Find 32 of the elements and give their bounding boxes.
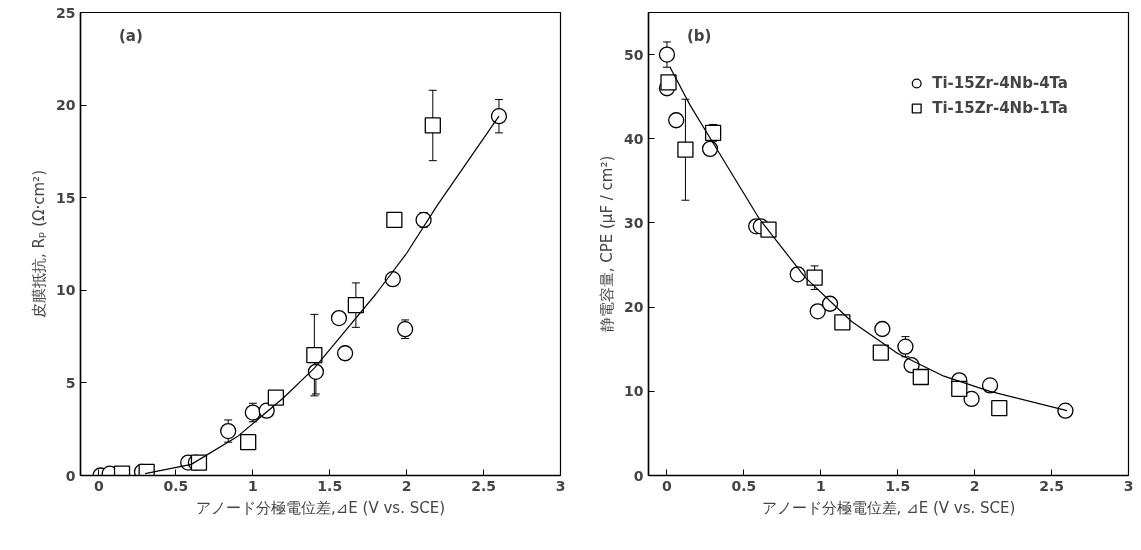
y-tick-label: 15 <box>56 189 76 206</box>
legend-label: Ti-15Zr-4Nb-1Ta <box>932 99 1068 117</box>
x-tick-label: 0.5 <box>731 477 757 494</box>
y-tick-label: 40 <box>624 130 644 147</box>
y-tick-label: 25 <box>56 4 76 21</box>
x-tick-label: 1.5 <box>885 477 911 494</box>
y-tick-label: 5 <box>65 374 76 391</box>
x-tick-label: 1 <box>815 477 826 494</box>
x-tick-label: 0.5 <box>163 477 189 494</box>
x-tick-label: 1.5 <box>317 477 343 494</box>
annotation: (a) <box>118 26 143 45</box>
legend-label: Ti-15Zr-4Nb-4Ta <box>932 74 1068 92</box>
y-axis-title: 皮膜抵抗, Rₚ (Ω·cm²) <box>30 170 49 318</box>
x-tick-label: 2.5 <box>1039 477 1064 494</box>
x-tick-label: 2.5 <box>471 477 496 494</box>
x-tick-label: 1 <box>247 477 258 494</box>
y-tick-label: 50 <box>624 46 644 63</box>
y-tick-label: 10 <box>624 383 644 400</box>
y-tick-label: 30 <box>624 214 644 231</box>
x-tick-label: 3 <box>555 477 566 494</box>
x-axis-title: アノード分極電位差,⊿E (V vs. SCE) <box>195 498 446 517</box>
y-tick-label: 20 <box>56 97 76 114</box>
x-tick-label: 2 <box>401 477 412 494</box>
y-axis-title: 静電容量, CPE (μF / cm²) <box>598 155 617 333</box>
y-tick-label: 10 <box>56 282 76 299</box>
y-tick-label: 20 <box>624 299 644 316</box>
annotation: (b) <box>686 26 712 45</box>
x-tick-label: 0 <box>662 477 673 494</box>
x-tick-label: 3 <box>1123 477 1134 494</box>
x-tick-label: 0 <box>94 477 105 494</box>
x-tick-label: 2 <box>969 477 980 494</box>
x-axis-title: アノード分極電位差, ⊿E (V vs. SCE) <box>761 498 1016 517</box>
